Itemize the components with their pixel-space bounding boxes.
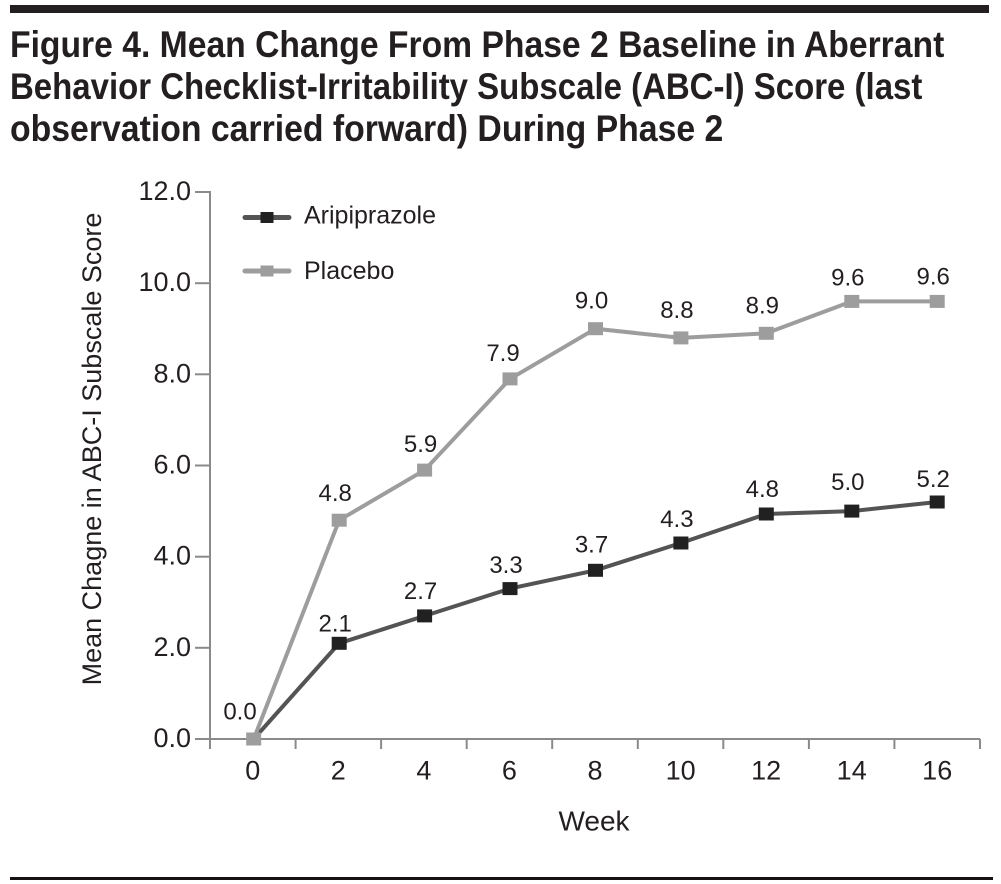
svg-text:4: 4 (416, 756, 431, 786)
svg-text:Aripiprazole: Aripiprazole (304, 202, 436, 230)
svg-text:3.3: 3.3 (489, 552, 522, 579)
svg-text:5.9: 5.9 (404, 431, 437, 458)
svg-text:4.8: 4.8 (746, 476, 779, 503)
svg-text:8: 8 (587, 756, 602, 786)
svg-text:4.0: 4.0 (153, 541, 191, 571)
svg-text:4.3: 4.3 (660, 506, 693, 533)
svg-text:10: 10 (666, 756, 696, 786)
svg-text:6.0: 6.0 (153, 450, 191, 480)
svg-text:9.6: 9.6 (917, 263, 950, 290)
svg-text:2: 2 (331, 756, 346, 786)
svg-text:9.0: 9.0 (575, 288, 608, 315)
svg-text:Placebo: Placebo (304, 257, 394, 285)
svg-text:16: 16 (922, 756, 952, 786)
svg-text:0: 0 (245, 756, 260, 786)
svg-text:7.9: 7.9 (486, 340, 519, 367)
svg-text:10.0: 10.0 (138, 267, 191, 297)
svg-text:5.0: 5.0 (831, 469, 864, 496)
svg-text:3.7: 3.7 (575, 531, 608, 558)
svg-text:12: 12 (751, 756, 781, 786)
svg-text:8.9: 8.9 (746, 292, 779, 319)
svg-text:Mean Chagne in ABC-I Subscale: Mean Chagne in ABC-I Subscale Score (77, 213, 107, 686)
svg-text:12.0: 12.0 (138, 176, 191, 206)
svg-text:0.0: 0.0 (153, 723, 191, 753)
svg-text:Week: Week (558, 806, 630, 837)
svg-text:5.2: 5.2 (917, 466, 950, 493)
svg-text:0.0: 0.0 (223, 699, 256, 726)
svg-text:14: 14 (837, 756, 867, 786)
svg-text:8.0: 8.0 (153, 358, 191, 388)
svg-text:2.7: 2.7 (404, 578, 437, 605)
svg-text:2.0: 2.0 (153, 632, 191, 662)
svg-text:9.6: 9.6 (831, 264, 864, 291)
svg-text:4.8: 4.8 (319, 480, 352, 507)
svg-text:8.8: 8.8 (660, 297, 693, 324)
svg-text:6: 6 (502, 756, 517, 786)
svg-text:2.1: 2.1 (319, 610, 352, 637)
